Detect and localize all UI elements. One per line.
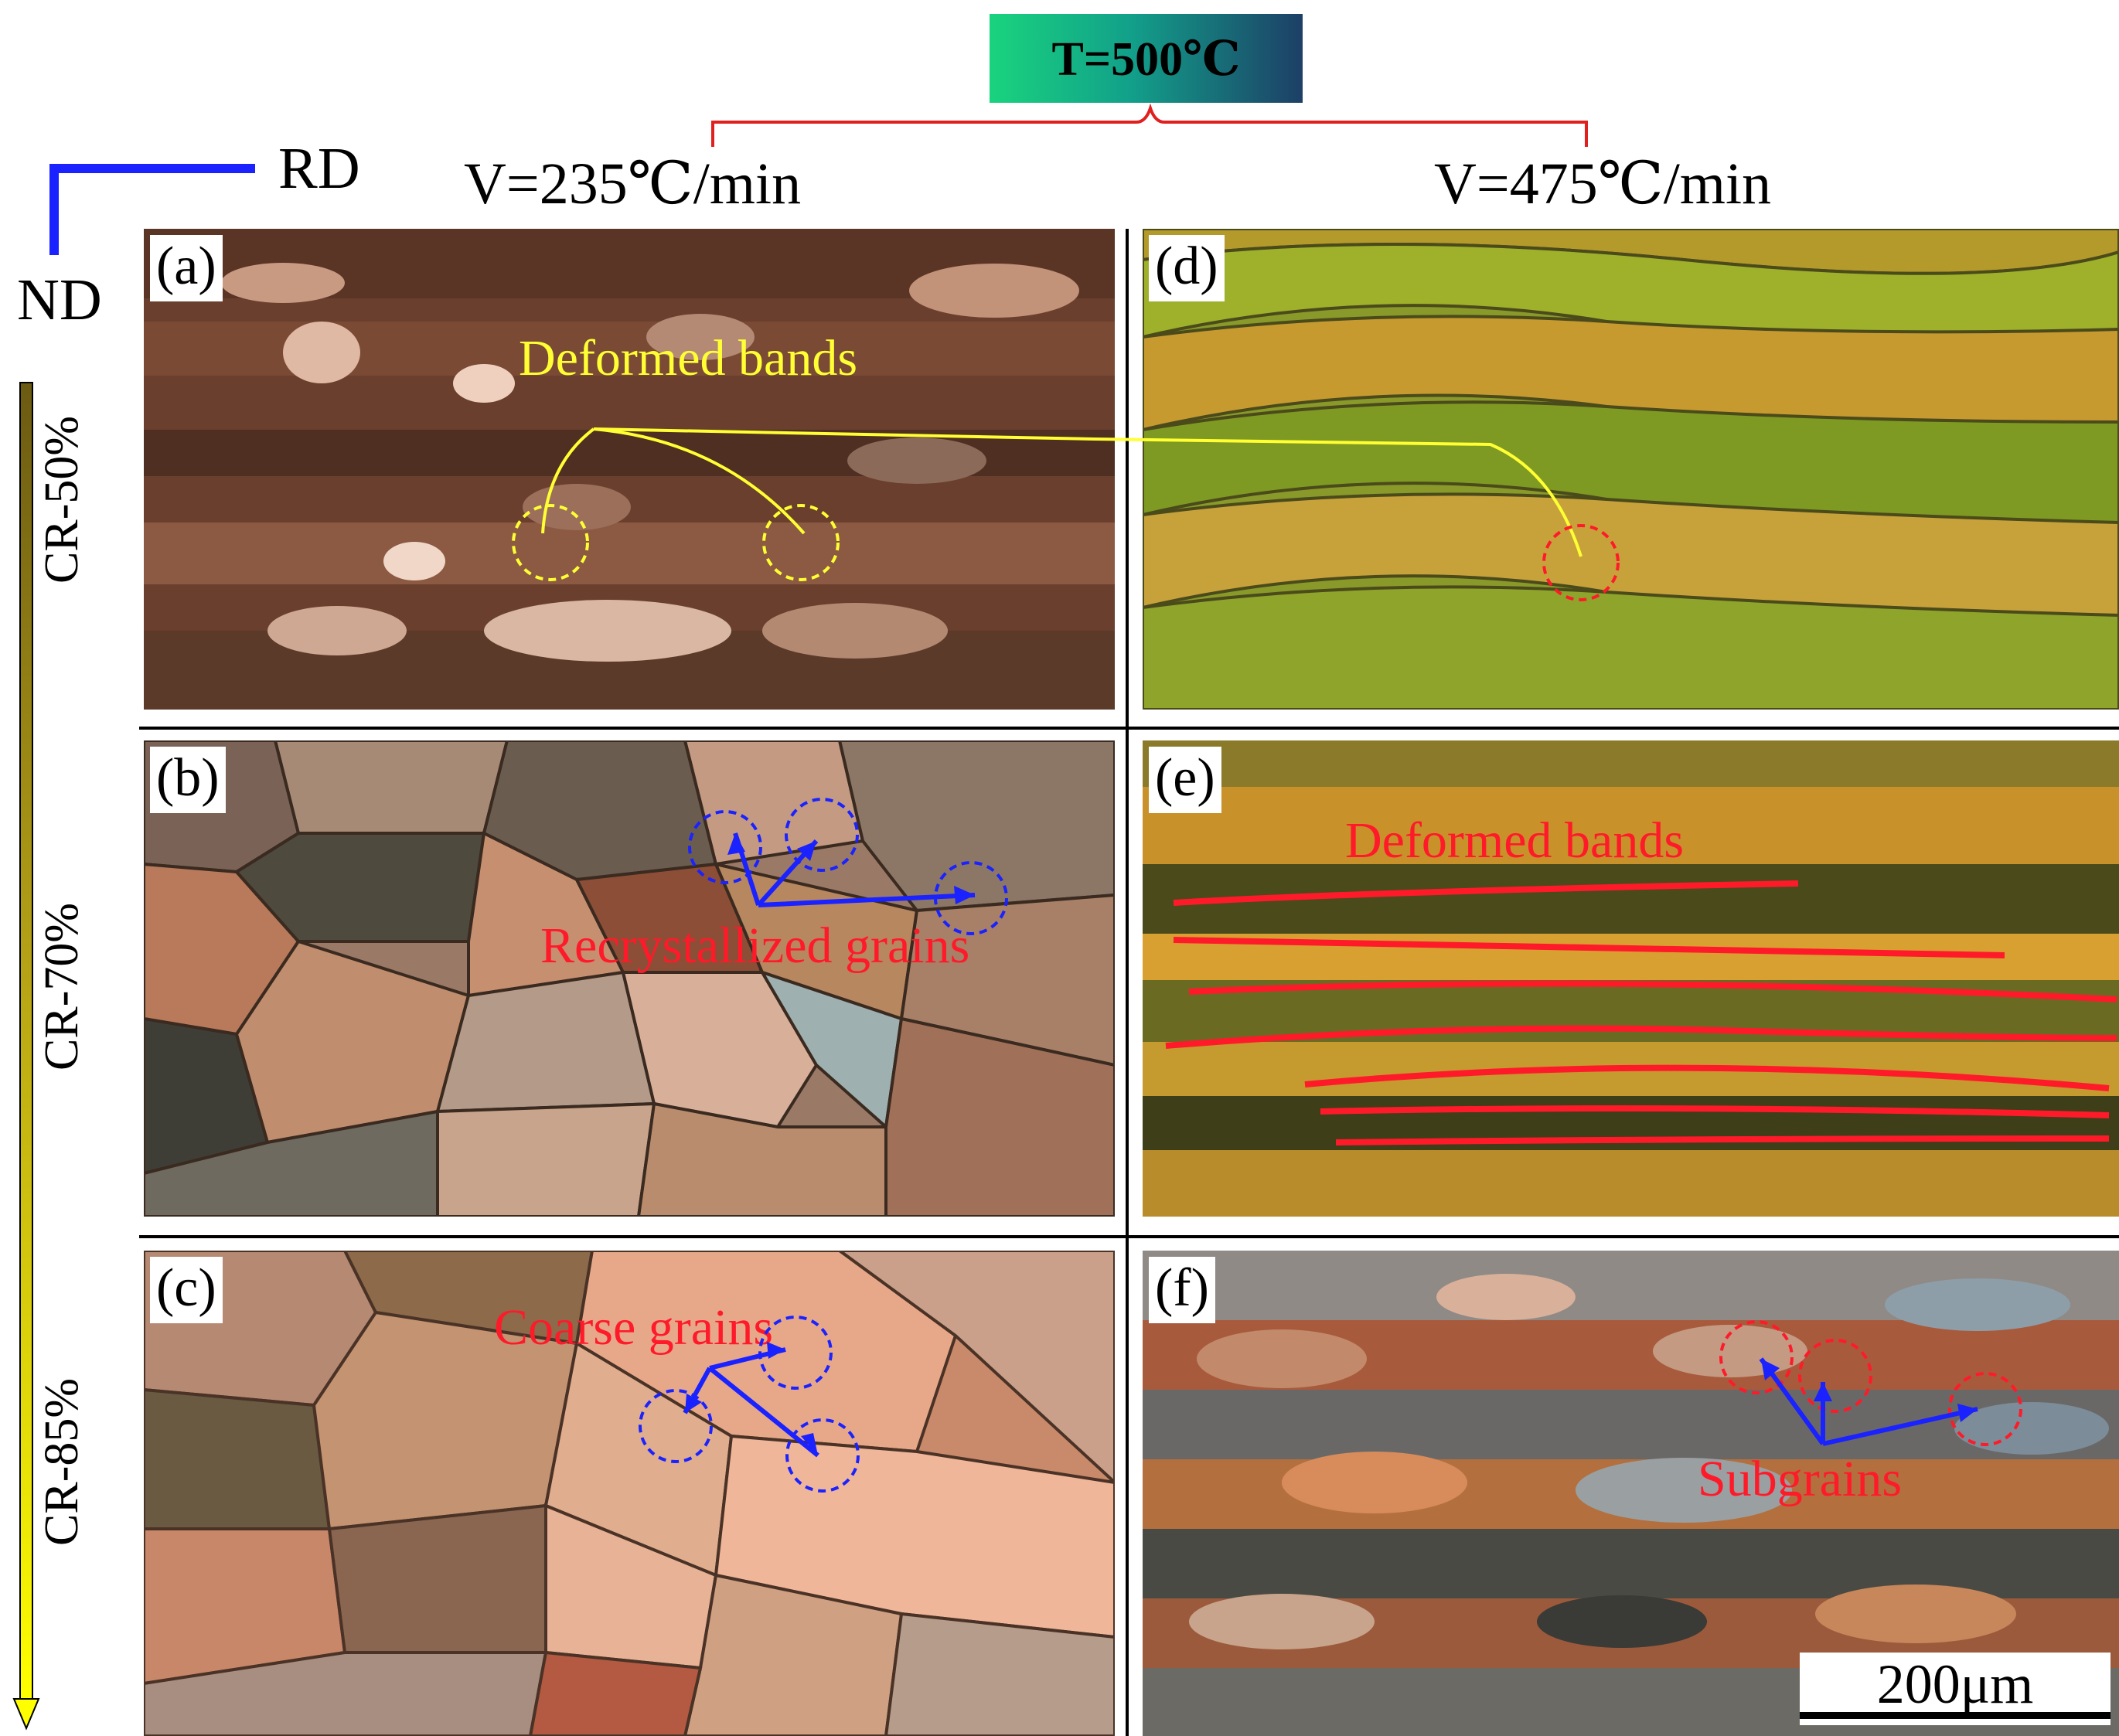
panel-a-annotation: Deformed bands	[519, 330, 858, 386]
micrograph-b	[144, 740, 1115, 1217]
micrograph-f	[1143, 1251, 2119, 1736]
temperature-bracket	[49, 103, 1588, 255]
panel-c: (c) Coarse grains	[144, 1251, 1115, 1736]
panel-f-label: (f)	[1149, 1257, 1215, 1323]
panel-b: (b) Recrystallized grains	[144, 740, 1115, 1217]
micrograph-a	[144, 229, 1115, 710]
scale-bar-label: 200μm	[1876, 1653, 2034, 1715]
cr-gradient-arrow	[12, 382, 40, 1731]
panel-f: (f) Subgrains	[1143, 1251, 2119, 1736]
scale-bar: 200μm	[1800, 1653, 2110, 1725]
panel-f-arrows	[1719, 1320, 2022, 1446]
panel-c-arrows	[639, 1316, 860, 1493]
rate-left-label: V=235℃/min	[464, 151, 802, 216]
panel-c-annotation: Coarse grains	[494, 1299, 774, 1356]
panel-e-label: (e)	[1149, 747, 1221, 813]
micrograph-e	[1143, 740, 2119, 1217]
panel-a-label: (a)	[150, 235, 223, 301]
panel-f-annotation: Subgrains	[1698, 1451, 1902, 1507]
temperature-box: T=500℃	[990, 14, 1303, 103]
panel-d-label: (d)	[1149, 235, 1225, 301]
panel-b-annotation: Recrystallized grains	[540, 917, 970, 974]
scale-bar-line	[1800, 1712, 2110, 1719]
panel-a: (a) Deformed bands	[144, 229, 1115, 710]
panel-c-label: (c)	[150, 1257, 223, 1323]
nd-label: ND	[17, 267, 102, 332]
panel-d: (d)	[1143, 229, 2119, 710]
rd-label: RD	[278, 136, 360, 201]
panel-e: (e) Deformed bands	[1143, 740, 2119, 1217]
rd-nd-axis	[49, 164, 255, 255]
panel-b-arrows	[688, 798, 1008, 935]
panel-b-label: (b)	[150, 747, 226, 813]
temperature-label: T=500℃	[1051, 32, 1241, 86]
micrograph-c	[144, 1251, 1115, 1736]
panel-e-annotation: Deformed bands	[1345, 812, 1685, 869]
micrograph-d	[1143, 229, 2119, 710]
rate-right-label: V=475℃/min	[1434, 151, 1772, 216]
